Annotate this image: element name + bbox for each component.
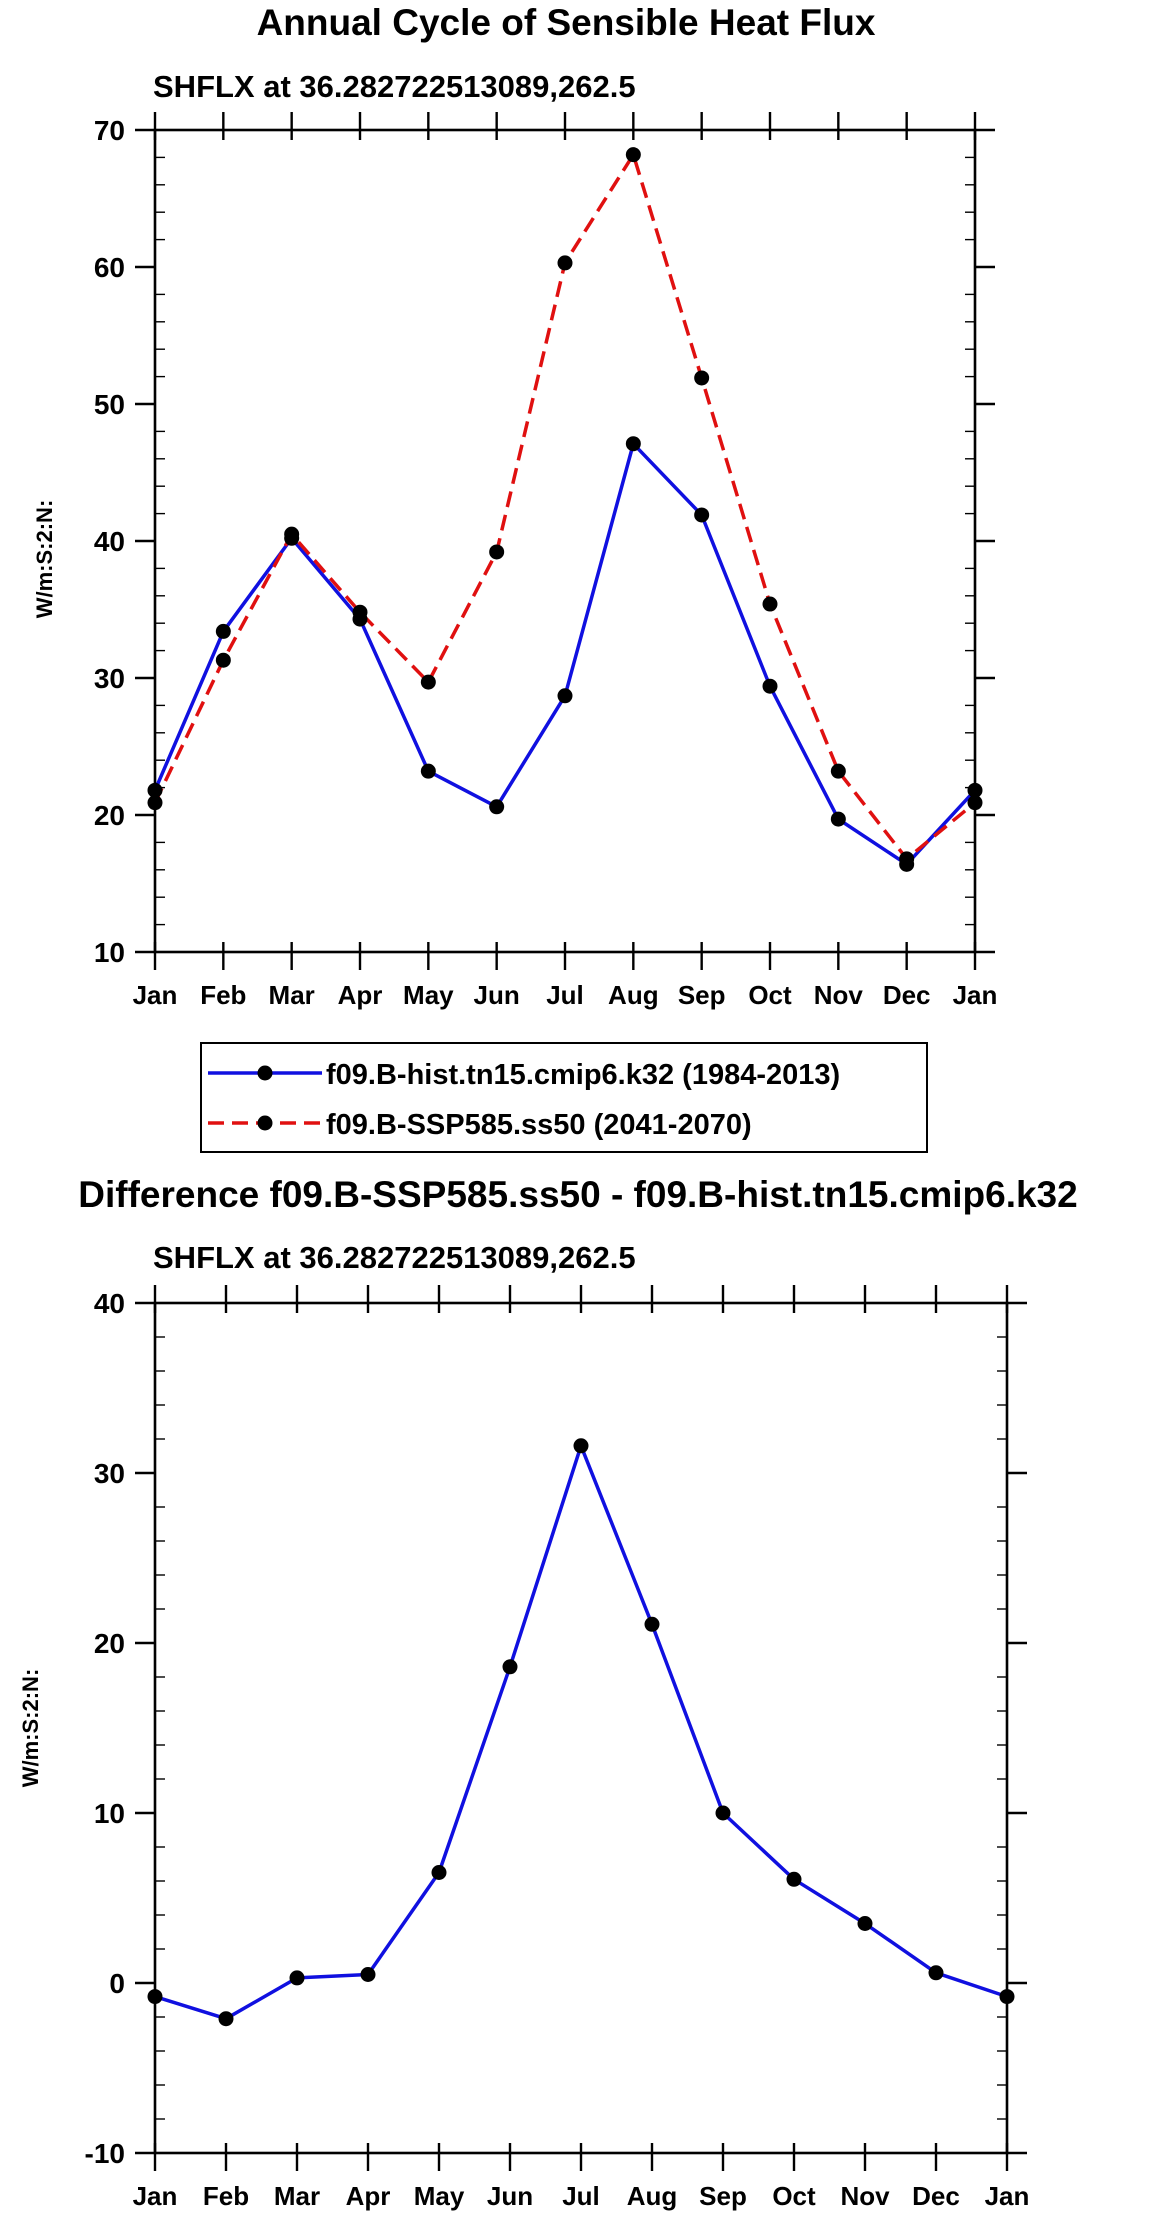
chart0-ytick-label: 60 bbox=[94, 252, 125, 283]
chart0-ytick-label: 10 bbox=[94, 937, 125, 968]
chart1-xtick-label: Oct bbox=[772, 2181, 816, 2211]
chart1-xtick-label: Feb bbox=[203, 2181, 249, 2211]
chart1-ytick-label: 0 bbox=[109, 1968, 125, 1999]
chart0-series-line-0 bbox=[153, 441, 977, 867]
chart0-xtick-label: Sep bbox=[678, 980, 726, 1010]
chart0-series-1-point bbox=[489, 544, 505, 560]
chart0-ytick-label: 30 bbox=[94, 663, 125, 694]
chart0-series-1-point bbox=[352, 604, 368, 620]
chart0-series-0-point bbox=[420, 763, 436, 779]
chart0-ytick-label: 20 bbox=[94, 800, 125, 831]
chart1-series-0-point bbox=[218, 2011, 234, 2027]
chart1-xtick-label: Mar bbox=[274, 2181, 320, 2211]
chart1-series-0-point bbox=[928, 1965, 944, 1981]
chart1-series-0-point bbox=[573, 1438, 589, 1454]
chart1-subtitle: SHFLX at 36.282722513089,262.5 bbox=[153, 69, 636, 104]
chart1-series-0-point bbox=[786, 1871, 802, 1887]
chart1-xtick-label: Jan bbox=[133, 2181, 178, 2211]
chart0-series-1-point bbox=[899, 851, 915, 867]
legend-marker-ssp bbox=[257, 1115, 273, 1131]
chart0-ytick-label: 50 bbox=[94, 389, 125, 420]
chart0-series-1-point bbox=[967, 795, 983, 811]
chart0-series-0-point bbox=[147, 782, 163, 798]
chart0-series-1-point bbox=[215, 652, 231, 668]
chart1-xtick-label: Jul bbox=[562, 2181, 600, 2211]
legend-label-hist: f09.B-hist.tn15.cmip6.k32 (1984-2013) bbox=[326, 1059, 840, 1091]
chart1-series-0-point bbox=[289, 1970, 305, 1986]
chart0-xtick-label: Mar bbox=[269, 980, 315, 1010]
chart0-series-1-point bbox=[830, 763, 846, 779]
chart1-xtick-label: Aug bbox=[627, 2181, 678, 2211]
chart1-ylabel: W/m:S:2:N: bbox=[32, 500, 57, 619]
chart0-series-0-point bbox=[694, 507, 710, 523]
chart0-xtick-label: Jan bbox=[133, 980, 178, 1010]
chart1-title: Annual Cycle of Sensible Heat Flux bbox=[257, 2, 876, 43]
chart1-series-0-point bbox=[644, 1616, 660, 1632]
chart1-xtick-label: May bbox=[414, 2181, 465, 2211]
chart0-xtick-label: May bbox=[403, 980, 454, 1010]
chart0-ytick-label: 40 bbox=[94, 526, 125, 557]
chart0-xtick-label: Jul bbox=[546, 980, 584, 1010]
chart1-series-0-point bbox=[715, 1805, 731, 1821]
chart1-series-0-point bbox=[999, 1989, 1015, 2005]
chart1-ytick-label: 20 bbox=[94, 1628, 125, 1659]
chart0-series-0-point bbox=[215, 623, 231, 639]
chart0-series-1-point bbox=[762, 596, 778, 612]
chart1-ytick-label: -10 bbox=[85, 2138, 125, 2169]
chart0-series-1-point bbox=[420, 674, 436, 690]
chart1-plot: 10 20 30 40 50 60 70 Jan Feb Mar Apr May Jun Jul Aug Se… bbox=[94, 112, 998, 1010]
chart0-ytick-label: 70 bbox=[94, 115, 125, 146]
chart1-xtick-label: Dec bbox=[912, 2181, 960, 2211]
chart1-xtick-label: Apr bbox=[346, 2181, 391, 2211]
chart1-xtick-label: Nov bbox=[840, 2181, 890, 2211]
chart1-xtick-label: Jun bbox=[487, 2181, 533, 2211]
chart0-series-1-point bbox=[147, 795, 163, 811]
legend-box bbox=[200, 1042, 928, 1153]
chart2-title: Difference f09.B-SSP585.ss50 - f09.B-his… bbox=[78, 1174, 1077, 1215]
chart1-series-0-point bbox=[360, 1967, 376, 1982]
chart1-xtick-label: Jan bbox=[985, 2181, 1030, 2211]
chart0-xtick-label: Apr bbox=[338, 980, 383, 1010]
legend-marker-hist bbox=[257, 1065, 273, 1081]
chart0-series-0-point bbox=[557, 688, 573, 704]
chart1-series-0-point bbox=[857, 1916, 873, 1931]
chart0-xtick-label: Jun bbox=[474, 980, 520, 1010]
chart0-series-1-point bbox=[694, 370, 710, 386]
chart2-plot: -10 0 10 20 30 40 Jan Feb Mar Apr May Jun Jul Aug Sep O… bbox=[85, 1285, 1030, 2211]
chart0-xtick-label: Nov bbox=[814, 980, 864, 1010]
chart1-frame bbox=[153, 1301, 1009, 2155]
chart0-series-0-point bbox=[625, 436, 641, 452]
chart0-xtick-label: Feb bbox=[200, 980, 246, 1010]
chart0-series-0-point bbox=[489, 799, 505, 815]
chart0-xtick-label: Dec bbox=[883, 980, 931, 1010]
chart1-xtick-label: Sep bbox=[699, 2181, 747, 2211]
chart0-series-1-point bbox=[557, 255, 573, 271]
chart1-series-line-0 bbox=[154, 1444, 1008, 2021]
chart2-ylabel: W/m:S:2:N: bbox=[18, 1669, 43, 1788]
chart0-series-0-point bbox=[762, 678, 778, 694]
chart0-xtick-label: Jan bbox=[953, 980, 998, 1010]
chart0-series-1-point bbox=[625, 147, 641, 163]
chart1-legend: f09.B-hist.tn15.cmip6.k32 (1984-2013) f0… bbox=[200, 1042, 928, 1153]
chart0-xtick-label: Aug bbox=[608, 980, 659, 1010]
chart1-ytick-label: 30 bbox=[94, 1458, 125, 1489]
chart2-subtitle: SHFLX at 36.282722513089,262.5 bbox=[153, 1240, 636, 1275]
chart0-xtick-label: Oct bbox=[748, 980, 792, 1010]
legend-label-ssp: f09.B-SSP585.ss50 (2041-2070) bbox=[326, 1109, 752, 1141]
chart0-series-0-point bbox=[967, 782, 983, 798]
chart1-ytick-label: 40 bbox=[94, 1288, 125, 1319]
chart1-series-0-point bbox=[502, 1659, 518, 1675]
chart1-series-0-point bbox=[431, 1865, 447, 1880]
chart1-series-0-point bbox=[147, 1989, 163, 2005]
chart0-series-1-point bbox=[284, 526, 300, 542]
chart1-ytick-label: 10 bbox=[94, 1798, 125, 1829]
chart0-series-0-point bbox=[830, 811, 846, 827]
